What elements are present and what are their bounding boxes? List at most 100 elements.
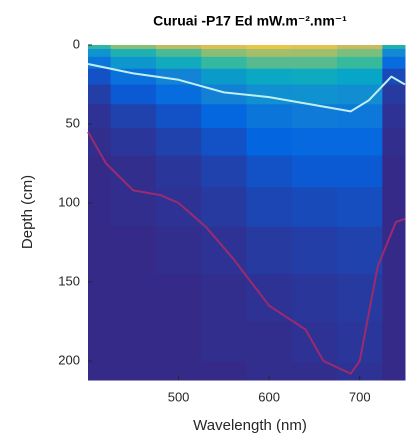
y-tick-label: 100 <box>58 194 80 209</box>
heat-cell <box>337 362 383 381</box>
heat-cell <box>110 274 157 323</box>
heat-cell <box>88 45 112 50</box>
heat-cell <box>246 187 293 228</box>
heat-cell <box>88 321 112 364</box>
heat-cell <box>201 48 247 58</box>
heat-cell <box>155 226 202 275</box>
heat-cell <box>382 48 406 58</box>
heat-cell <box>110 127 157 157</box>
heat-cell <box>110 321 157 364</box>
heat-cell <box>382 321 406 364</box>
x-tick-label: 600 <box>258 389 280 404</box>
heat-cell <box>110 104 157 129</box>
heat-cell <box>246 127 293 157</box>
heat-cell <box>291 84 338 105</box>
heat-cell <box>246 155 293 188</box>
heat-cell <box>201 362 247 381</box>
heat-cell <box>337 104 383 129</box>
heat-cell <box>337 155 383 188</box>
heat-cell <box>246 362 293 381</box>
heat-cell <box>155 104 202 129</box>
heat-cell <box>246 226 293 275</box>
heat-cell <box>291 48 338 58</box>
heat-cell <box>201 321 247 364</box>
heat-cell <box>291 226 338 275</box>
contour-line <box>87 131 406 375</box>
heat-cell <box>382 104 406 129</box>
y-tick-label: 150 <box>58 273 80 288</box>
heat-cell <box>337 48 383 58</box>
chart-title: Curuai -P17 Ed mW.m⁻².nm⁻¹ <box>153 13 347 29</box>
heat-cell <box>337 45 383 50</box>
heat-cell <box>201 68 247 86</box>
heat-cell <box>201 187 247 228</box>
heat-cell <box>88 84 112 105</box>
heat-cell <box>201 104 247 129</box>
heat-cell <box>382 362 406 381</box>
y-tick-label: 0 <box>73 36 80 51</box>
heat-cell <box>110 155 157 188</box>
heat-cell <box>246 68 293 86</box>
heat-cell <box>382 187 406 228</box>
heat-cell <box>110 68 157 86</box>
heat-cell <box>88 274 112 323</box>
heat-cell <box>201 155 247 188</box>
heat-cell <box>337 56 383 70</box>
heat-cell <box>337 84 383 105</box>
heat-cell <box>291 362 338 381</box>
heat-cell <box>88 68 112 86</box>
heat-cell <box>337 226 383 275</box>
heat-cell <box>291 127 338 157</box>
heatmap <box>88 45 406 381</box>
heat-cell <box>201 45 247 50</box>
contour-line <box>87 63 406 113</box>
heat-cell <box>88 155 112 188</box>
heat-cell <box>382 56 406 70</box>
heat-cell <box>382 84 406 105</box>
heat-cell <box>246 56 293 70</box>
heat-cell <box>88 48 112 58</box>
heat-cell <box>337 127 383 157</box>
heat-cell <box>155 45 202 50</box>
heat-cell <box>382 226 406 275</box>
y-tick-label: 50 <box>66 115 80 130</box>
heat-cell <box>291 56 338 70</box>
heat-cell <box>155 84 202 105</box>
heat-cell <box>201 274 247 323</box>
heat-cell <box>155 155 202 188</box>
heat-cell <box>155 68 202 86</box>
heat-cell <box>291 274 338 323</box>
heat-cell <box>110 362 157 381</box>
heat-cell <box>337 187 383 228</box>
heat-cell <box>291 68 338 86</box>
heat-cell <box>201 127 247 157</box>
heat-cell <box>246 274 293 323</box>
heat-cell <box>88 127 112 157</box>
x-tick-label: 500 <box>168 389 190 404</box>
heat-cell <box>110 226 157 275</box>
heat-cell <box>110 48 157 58</box>
x-axis-label: Wavelength (nm) <box>193 417 307 434</box>
y-axis-label: Depth (cm) <box>19 175 36 249</box>
heat-cell <box>291 155 338 188</box>
heat-cell <box>110 56 157 70</box>
heat-cell <box>155 48 202 58</box>
heat-cell <box>88 362 112 381</box>
x-tick-label: 700 <box>349 389 371 404</box>
heat-cell <box>382 155 406 188</box>
heat-cell <box>382 274 406 323</box>
heat-cell <box>88 104 112 129</box>
heat-cell <box>155 56 202 70</box>
heat-cell <box>382 45 406 50</box>
heat-cell <box>155 362 202 381</box>
heat-cell <box>110 84 157 105</box>
heat-cell <box>88 187 112 228</box>
heat-cell <box>246 48 293 58</box>
heat-cell <box>88 226 112 275</box>
heat-cell <box>291 45 338 50</box>
heat-cell <box>291 321 338 364</box>
heat-cell <box>246 45 293 50</box>
heat-cell <box>155 187 202 228</box>
y-tick-label: 200 <box>58 352 80 367</box>
